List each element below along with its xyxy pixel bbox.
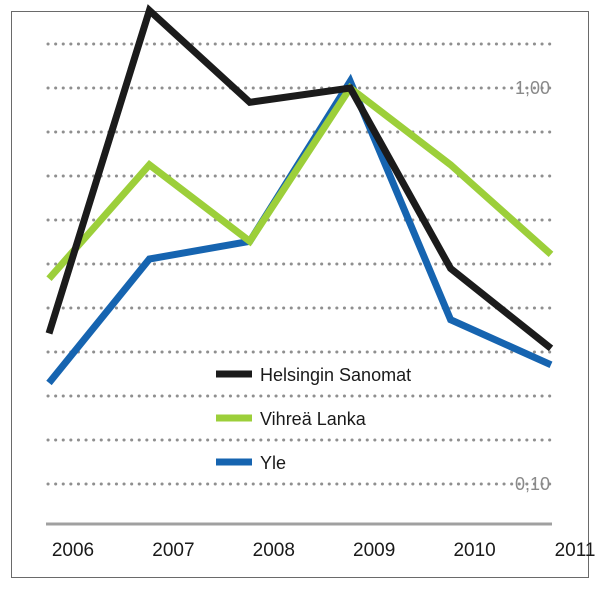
x-tick-label: 2008 xyxy=(253,540,295,561)
x-tick-label: 2011 xyxy=(555,540,596,561)
legend-label: Vihreä Lanka xyxy=(260,409,367,429)
series-line-yle xyxy=(46,73,553,386)
legend-label: Yle xyxy=(260,453,286,473)
legend-label: Helsingin Sanomat xyxy=(260,365,411,385)
gridlines xyxy=(46,42,554,486)
x-tick-label: 2010 xyxy=(453,540,495,561)
y-tick-labels: 0,10 1,00 xyxy=(515,78,550,494)
x-tick-label: 2009 xyxy=(353,540,395,561)
x-tick-labels: 2006 2007 2008 2009 2010 2011 xyxy=(52,540,596,561)
x-tick-label: 2006 xyxy=(52,540,94,561)
series-line-vihre-lanka xyxy=(46,82,554,282)
legend: Helsingin Sanomat Vihreä Lanka Yle xyxy=(216,365,411,473)
chart-frame xyxy=(11,11,589,578)
y-tick-label: 0,10 xyxy=(515,474,550,494)
x-tick-label: 2007 xyxy=(152,540,194,561)
y-tick-label: 1,00 xyxy=(515,78,550,98)
series-line-helsingin-sanomat xyxy=(45,4,554,352)
series-lines xyxy=(45,4,554,386)
